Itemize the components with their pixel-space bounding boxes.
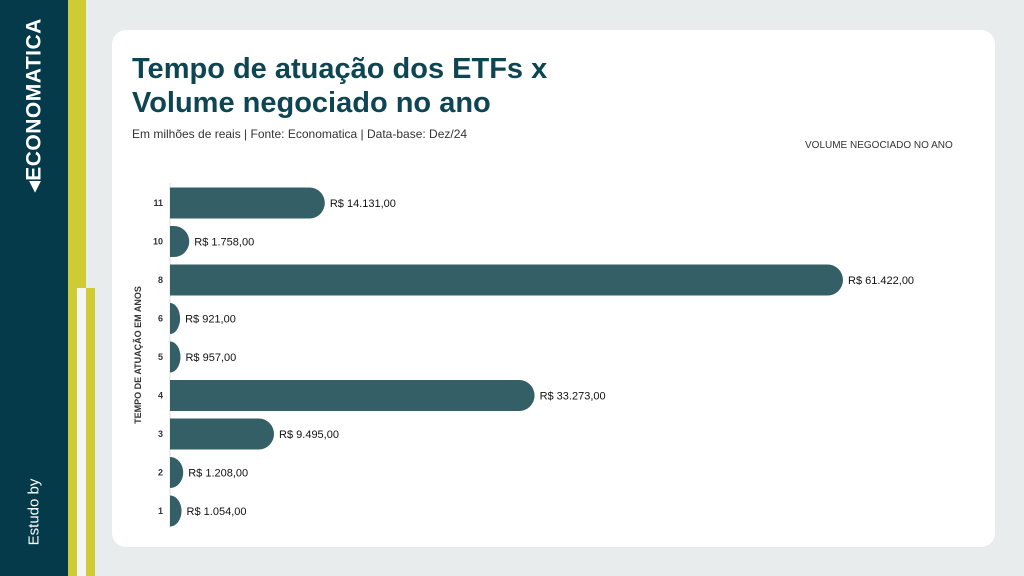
bar-3 (170, 418, 275, 450)
data-label: R$ 61.422,00 (848, 275, 914, 287)
data-label: R$ 921,00 (185, 314, 236, 326)
y-tick-label: 5 (158, 352, 163, 362)
bar-8 (170, 264, 843, 296)
bar-2 (170, 457, 184, 488)
y-tick-label: 3 (158, 429, 163, 439)
bar-5 (170, 341, 181, 373)
bar-6 (170, 303, 181, 334)
y-tick-label: 2 (158, 468, 163, 478)
accent-stripe-2 (86, 288, 95, 576)
y-tick-label: 8 (158, 275, 163, 285)
y-tick-label: 1 (158, 506, 163, 516)
bar-4 (170, 380, 535, 411)
data-label: R$ 1.208,00 (188, 468, 248, 480)
y-tick-label: 6 (158, 314, 163, 324)
chart-title: Tempo de atuação dos ETFs x Volume negoci… (132, 53, 548, 119)
y-tick-label: 4 (158, 391, 163, 401)
bar-10 (170, 226, 190, 257)
bar-1 (170, 495, 182, 527)
data-label: R$ 1.758,00 (194, 237, 254, 249)
data-label: R$ 33.273,00 (540, 391, 606, 403)
brand-sidebar (0, 0, 68, 576)
legend: VOLUME NEGOCIADO NO ANO (805, 140, 953, 151)
data-label: R$ 14.131,00 (330, 198, 396, 210)
chart-subtitle: Em milhões de reais | Fonte: Economatica… (132, 127, 468, 141)
y-tick-label: 10 (153, 237, 163, 247)
data-label: R$ 1.054,00 (187, 506, 247, 518)
data-label: R$ 9.495,00 (279, 429, 339, 441)
bar-11 (170, 187, 325, 219)
accent-stripe-light (77, 288, 86, 576)
y-tick-label: 11 (153, 198, 163, 208)
data-label: R$ 957,00 (185, 352, 236, 364)
